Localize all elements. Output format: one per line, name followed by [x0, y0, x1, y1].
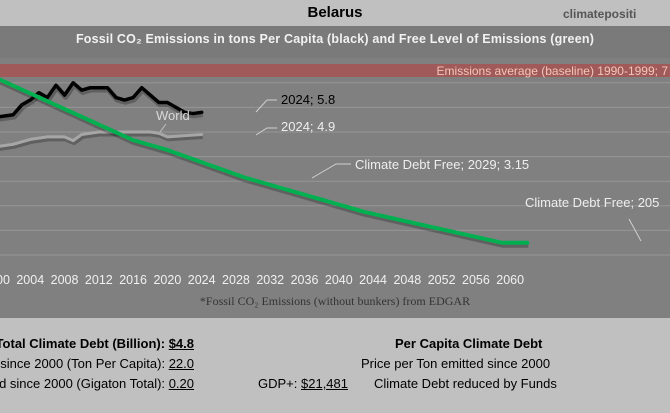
- x-tick-label: 2036: [291, 273, 319, 287]
- x-tick-label: 2060: [496, 273, 524, 287]
- gigaton-total: eeded since 2000 (Gigaton Total): 0.20: [0, 376, 194, 391]
- summary-panel: Total Climate Debt (Billion): $4.8 eded …: [0, 318, 670, 413]
- x-tick-label: 2008: [51, 273, 79, 287]
- title-band: [0, 26, 670, 58]
- x-tick-label: 2016: [119, 273, 147, 287]
- x-tick-label: 2052: [428, 273, 456, 287]
- annotation-label: 2024; 5.8: [281, 92, 335, 107]
- x-tick-label: 2004: [16, 273, 44, 287]
- x-tick-label: 2048: [393, 273, 421, 287]
- x-tick-label: 2028: [222, 273, 250, 287]
- belarus-line: [0, 81, 204, 119]
- annotation-leader: [255, 99, 277, 113]
- annotation-label: Climate Debt Free; 2029; 3.15: [355, 157, 529, 172]
- giga-label: eeded since 2000 (Gigaton Total):: [0, 376, 166, 391]
- baseline-band: [0, 64, 670, 77]
- world-line: [0, 130, 204, 148]
- country-title: Belarus: [307, 4, 363, 21]
- total-climate-debt: Total Climate Debt (Billion): $4.8: [0, 336, 194, 351]
- world-series-label: World: [156, 108, 190, 123]
- x-tick-label: 2032: [256, 273, 284, 287]
- annotation-label: Climate Debt Free; 205: [525, 195, 659, 210]
- debt-reduced-label: Climate Debt reduced by Funds: [374, 376, 557, 391]
- site-logo-text[interactable]: climatepositi: [563, 7, 637, 21]
- x-tick-label: 2024: [188, 273, 216, 287]
- gdp-label: GDP+:: [258, 376, 298, 391]
- annotation-label: 2024; 4.9: [281, 119, 335, 134]
- x-tick-label: 2000: [0, 273, 10, 287]
- per-capita-debt-label: Per Capita Climate Debt: [395, 336, 543, 351]
- ton-per-capita: eded since 2000 (Ton Per Capita): 22.0: [0, 356, 194, 371]
- x-tick-label: 2056: [462, 273, 490, 287]
- ton-value: 22.0: [168, 356, 194, 371]
- chart-panel: Emissions average (baseline) 1990-1999; …: [0, 26, 670, 318]
- x-tick-label: 2020: [153, 273, 181, 287]
- free-line: [0, 77, 530, 245]
- ton-label: eded since 2000 (Ton Per Capita):: [0, 356, 166, 371]
- header-bar: Belarus climatepositi: [0, 0, 670, 26]
- world-leader-line: [159, 123, 167, 133]
- price-per-ton-label: Price per Ton emitted since 2000: [361, 356, 551, 371]
- gdp-value: $21,481: [301, 376, 348, 391]
- chart-title: Fossil CO₂ Emissions in tons Per Capita …: [75, 32, 595, 46]
- total-value: $4.8: [168, 336, 194, 351]
- chart-footnote: *Fossil CO₂ Emissions (without bunkers) …: [199, 294, 471, 308]
- x-tick-label: 2012: [85, 273, 113, 287]
- annotation-leader: [255, 127, 277, 136]
- gdp: GDP+: $21,481: [258, 376, 348, 391]
- x-tick-label: 2040: [325, 273, 353, 287]
- baseline-label: Emissions average (baseline) 1990-1999; …: [437, 64, 669, 78]
- annotation-leader: [311, 163, 351, 179]
- giga-value: 0.20: [168, 376, 194, 391]
- x-tick-label: 2044: [359, 273, 387, 287]
- total-label: Total Climate Debt (Billion):: [0, 336, 166, 351]
- annotation-leader: [628, 218, 642, 242]
- emissions-chart: Emissions average (baseline) 1990-1999; …: [0, 26, 670, 287]
